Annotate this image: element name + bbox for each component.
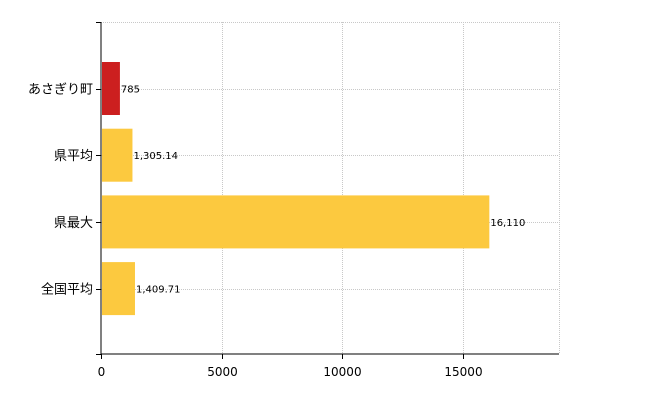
labels: 785 あさぎり町 1,305.14 県平均 16,110 県最大 1,409.71 全国平均… [28,83,525,380]
tick-marks [96,22,464,359]
x-tick-label: 5000 [207,365,238,379]
x-tick-label: 0 [98,365,106,379]
bar [102,195,490,249]
category-label: 県最大 [54,216,93,231]
data-label: 785 [121,85,140,96]
category-label: あさぎり町 [28,83,93,98]
data-label: 1,409.71 [136,285,181,296]
bar [102,262,135,316]
x-tick-label: 10000 [323,365,361,379]
gridlines [101,22,560,354]
data-label: 16,110 [490,218,525,229]
category-label: 県平均 [54,149,93,164]
bars [102,62,490,316]
data-label: 1,305.14 [133,151,178,162]
bar [102,128,133,182]
x-tick-label: 15000 [444,365,482,379]
bar [102,62,120,115]
axes [100,22,559,355]
category-label: 全国平均 [41,282,93,298]
